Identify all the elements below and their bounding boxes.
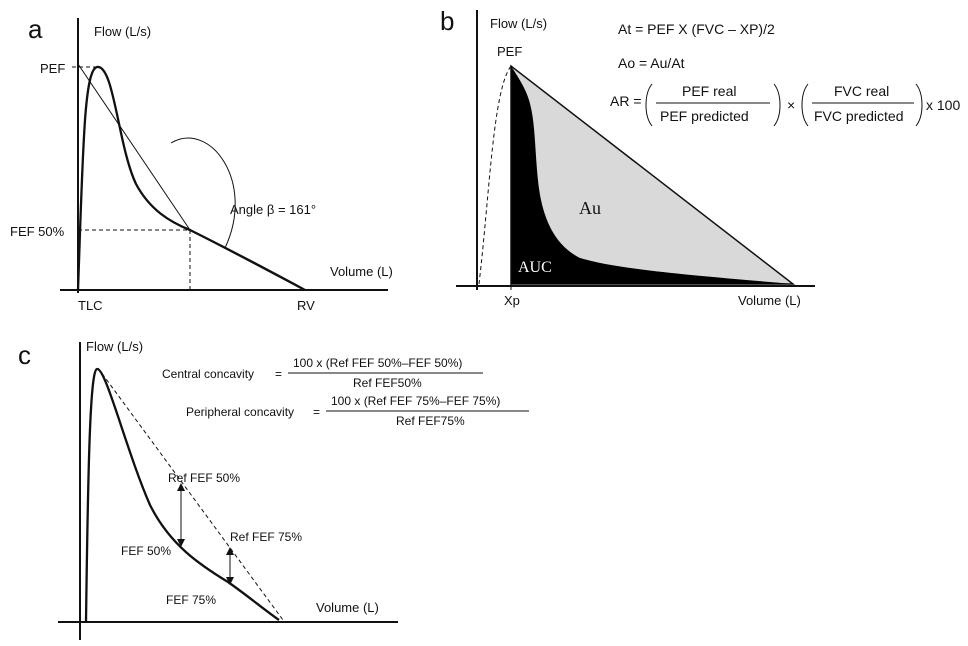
- panel-c-letter: c: [18, 340, 31, 370]
- panel-a-rv-label: RV: [297, 298, 315, 313]
- panel-b-left-paren-1: [645, 83, 653, 127]
- panel-c-peripheral-concavity-label: Peripheral concavity: [186, 405, 294, 419]
- panel-c-central-denominator: Ref FEF50%: [353, 376, 422, 390]
- panel-b-letter: b: [440, 6, 454, 36]
- panel-c-central-numerator: 100 x (Ref FEF 50%–FEF 50%): [293, 356, 462, 370]
- panel-b-right-paren-2: [915, 83, 923, 127]
- panel-b-flow-axis-label: Flow (L/s): [490, 16, 547, 31]
- panel-b-au-label: Au: [579, 198, 601, 218]
- panel-b-ar-prefix: AR =: [610, 93, 642, 109]
- panel-b-auc-label: AUC: [518, 259, 552, 276]
- panel-b-auc-region: [511, 66, 793, 284]
- panel-b-volume-axis-label: Volume (L): [738, 293, 801, 308]
- panel-c-flow-axis-label: Flow (L/s): [86, 339, 143, 354]
- panel-b-times-sign: ×: [787, 97, 795, 113]
- panel-a-volume-axis-label: Volume (L): [330, 264, 393, 279]
- panel-a-flow-axis-label: Flow (L/s): [94, 24, 151, 39]
- panel-b-fvc-predicted: FVC predicted: [814, 108, 903, 124]
- panel-c-central-equals: =: [275, 367, 282, 381]
- panel-c-fef75-label: FEF 75%: [166, 593, 216, 607]
- panel-b: b Flow (L/s) PEF Volume (L) Xp Au AUC At…: [440, 6, 960, 308]
- panel-c-ref-fef75-label: Ref FEF 75%: [230, 530, 302, 544]
- panel-a-angle-label: Angle β = 161°: [230, 202, 316, 217]
- panel-c-reference-dashed-line: [97, 367, 284, 621]
- panel-a-angle-arc: [170, 137, 236, 249]
- panel-c-volume-axis-label: Volume (L): [316, 600, 379, 615]
- panel-c-peripheral-equals: =: [313, 405, 320, 419]
- panel-c-fef50-label: FEF 50%: [121, 544, 171, 558]
- panel-b-right-paren-1: [773, 83, 781, 127]
- panel-b-fvc-real: FVC real: [834, 83, 889, 99]
- panel-a-flow-volume-curve: [76, 65, 306, 292]
- panel-a-letter: a: [28, 14, 43, 44]
- panel-a-upper-tangent-line: [77, 63, 191, 231]
- panel-a-tlc-label: TLC: [78, 298, 103, 313]
- panel-b-formula-ao: Ao = Au/At: [618, 55, 685, 71]
- panel-b-dashed-ascent: [478, 65, 512, 285]
- panel-c-peripheral-denominator: Ref FEF75%: [396, 414, 465, 428]
- panel-c-peripheral-numerator: 100 x (Ref FEF 75%–FEF 75%): [331, 394, 500, 408]
- panel-b-xp-label: Xp: [504, 293, 520, 308]
- panel-a: a Flow (L/s) Volume (L) PEF FEF 50% TLC …: [10, 14, 393, 313]
- panel-a-pef-label: PEF: [40, 61, 65, 76]
- panel-a-fef50-label: FEF 50%: [10, 224, 65, 239]
- panel-b-pef-predicted: PEF predicted: [660, 108, 749, 124]
- panel-c-central-concavity-label: Central concavity: [162, 367, 254, 381]
- panel-c-ref-fef50-label: Ref FEF 50%: [168, 471, 240, 485]
- panel-b-pef-label: PEF: [497, 44, 522, 59]
- panel-c: c Flow (L/s) Volume (L) Ref FEF 50% Ref …: [18, 339, 529, 640]
- panel-b-left-paren-2: [801, 83, 809, 127]
- panel-b-ar-suffix: x 100: [926, 97, 960, 113]
- panel-b-formula-at: At = PEF X (FVC – XP)/2: [618, 21, 775, 37]
- panel-b-pef-real: PEF real: [682, 83, 736, 99]
